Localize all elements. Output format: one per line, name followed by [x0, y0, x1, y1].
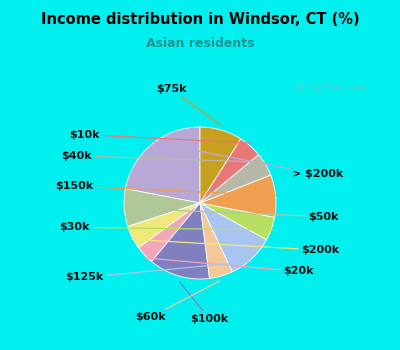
Wedge shape [138, 203, 200, 261]
Wedge shape [200, 203, 275, 240]
Text: $100k: $100k [180, 282, 228, 323]
Wedge shape [200, 203, 266, 272]
Wedge shape [152, 203, 210, 279]
Text: $40k: $40k [62, 151, 266, 162]
Text: $30k: $30k [60, 222, 272, 232]
Text: $75k: $75k [156, 84, 220, 125]
Wedge shape [200, 139, 258, 203]
Wedge shape [128, 203, 200, 248]
Text: Income distribution in Windsor, CT (%): Income distribution in Windsor, CT (%) [41, 12, 359, 27]
Wedge shape [200, 155, 271, 203]
Text: $125k: $125k [65, 261, 252, 282]
Text: $10k: $10k [69, 130, 250, 143]
Wedge shape [200, 175, 276, 217]
Wedge shape [124, 189, 200, 226]
Wedge shape [200, 203, 232, 278]
Text: ⓘ City-Data.com: ⓘ City-Data.com [296, 83, 368, 92]
Text: Asian residents: Asian residents [146, 37, 254, 50]
Wedge shape [125, 127, 200, 203]
Text: $150k: $150k [56, 181, 277, 195]
Wedge shape [200, 127, 241, 203]
Text: $20k: $20k [144, 258, 314, 276]
Text: $50k: $50k [123, 208, 338, 222]
Text: $60k: $60k [135, 281, 220, 322]
Text: > $200k: > $200k [152, 142, 344, 179]
Text: $200k: $200k [132, 239, 339, 255]
